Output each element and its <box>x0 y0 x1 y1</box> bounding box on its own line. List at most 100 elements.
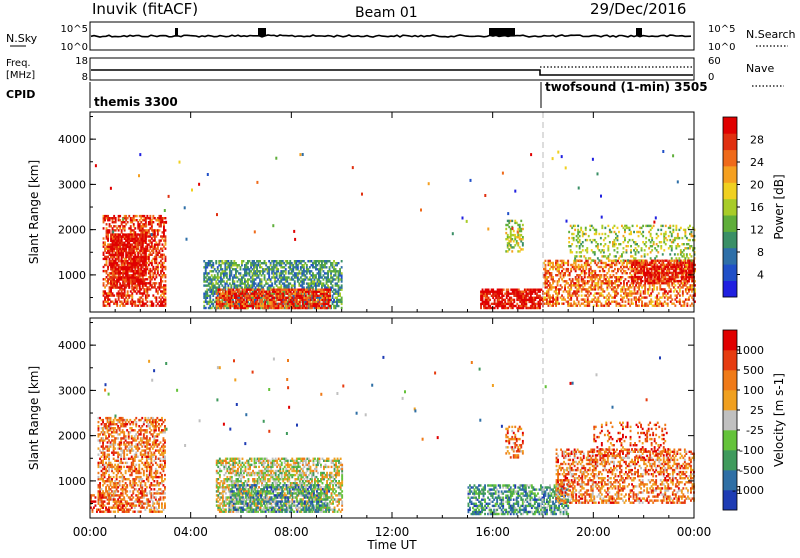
heatmap-cell <box>620 278 622 280</box>
nsky-label: N.Sky <box>6 32 38 45</box>
heatmap-cell <box>327 272 329 274</box>
heatmap-cell <box>545 264 547 266</box>
heatmap-cell <box>142 298 144 300</box>
heatmap-cell <box>109 229 111 231</box>
heatmap-cell <box>165 284 167 286</box>
cpid-segment-2: twofsound (1-min) 3505 <box>545 80 708 94</box>
heatmap-cell <box>215 289 217 291</box>
heatmap-cell <box>240 272 242 274</box>
heatmap-cell <box>165 296 167 298</box>
heatmap-cell <box>608 292 610 294</box>
heatmap-cell <box>146 305 148 307</box>
heatmap-cell <box>640 276 642 278</box>
heatmap-cell <box>616 294 618 296</box>
heatmap-cell <box>636 264 638 266</box>
heatmap-cell <box>563 303 565 305</box>
heatmap-cell <box>686 303 688 305</box>
heatmap-cell <box>233 280 235 282</box>
heatmap-cell <box>594 278 596 280</box>
heatmap-cell <box>616 272 618 274</box>
heatmap-cell <box>146 215 148 217</box>
heatmap-cell <box>115 217 117 219</box>
heatmap-cell <box>622 276 624 278</box>
heatmap-cell <box>241 286 243 288</box>
heatmap-cell <box>323 270 325 272</box>
heatmap-cell <box>567 260 569 262</box>
nave-tick-top: 60 <box>708 56 721 67</box>
heatmap-cell <box>644 290 646 292</box>
heatmap-cell <box>230 272 232 274</box>
heatmap-cell <box>285 272 287 274</box>
heatmap-cell <box>311 270 313 272</box>
heatmap-cell <box>211 274 213 276</box>
heatmap-cell <box>243 260 245 262</box>
heatmap-cell <box>600 266 602 268</box>
nsky-spike <box>489 28 515 36</box>
heatmap-cell <box>606 276 608 278</box>
heatmap-cell <box>239 289 241 291</box>
heatmap-cell <box>165 235 167 237</box>
heatmap-cell <box>584 298 586 300</box>
heatmap-cell <box>581 294 583 296</box>
heatmap-cell <box>656 294 658 296</box>
heatmap-cell <box>252 305 254 307</box>
heatmap-cell <box>329 299 331 301</box>
heatmap-cell <box>159 250 161 252</box>
heatmap-cell <box>563 268 565 270</box>
heatmap-cell <box>131 294 133 296</box>
heatmap-cell <box>638 305 640 307</box>
heatmap-cell <box>238 264 240 266</box>
heatmap-cell <box>320 280 322 282</box>
heatmap-cell <box>551 272 553 274</box>
date-title: 29/Dec/2016 <box>590 0 686 18</box>
heatmap-cell <box>603 270 605 272</box>
heatmap-cell <box>575 268 577 270</box>
heatmap-cell <box>664 288 666 290</box>
heatmap-cell <box>133 223 135 225</box>
heatmap-cell <box>488 297 490 299</box>
heatmap-cell <box>226 272 228 274</box>
heatmap-cell <box>625 270 627 272</box>
heatmap-cell <box>271 282 273 284</box>
heatmap-cell <box>599 270 601 272</box>
heatmap-cell <box>600 274 602 276</box>
heatmap-cell <box>165 248 167 250</box>
heatmap-cell <box>145 260 147 262</box>
heatmap-cell <box>115 225 117 227</box>
heatmap-cell <box>578 301 580 303</box>
heatmap-cell <box>558 290 560 292</box>
heatmap-cell <box>341 272 343 274</box>
heatmap-cell <box>341 307 343 309</box>
heatmap-cell <box>581 276 583 278</box>
heatmap-cell <box>335 272 337 274</box>
heatmap-cell <box>676 294 678 296</box>
heatmap-cell <box>626 272 628 274</box>
heatmap-cell <box>534 299 536 301</box>
heatmap-cell <box>578 294 580 296</box>
heatmap-cell <box>572 278 574 280</box>
heatmap-cell <box>127 221 129 223</box>
heatmap-cell <box>282 293 284 295</box>
heatmap-cell <box>256 266 258 268</box>
heatmap-cell <box>157 246 159 248</box>
heatmap-cell <box>223 307 225 309</box>
heatmap-cell <box>145 250 147 252</box>
heatmap-cell <box>103 237 105 239</box>
heatmap-cell <box>146 301 148 303</box>
heatmap-cell <box>330 272 332 274</box>
heatmap-cell <box>671 298 673 300</box>
heatmap-cell <box>107 215 109 217</box>
heatmap-cell <box>294 280 296 282</box>
heatmap-cell <box>142 294 144 296</box>
heatmap-cell <box>590 262 592 264</box>
heatmap-cell <box>590 266 592 268</box>
heatmap-cell <box>223 276 225 278</box>
heatmap-cell <box>671 260 673 262</box>
heatmap-cell <box>625 305 627 307</box>
heatmap-cell <box>266 299 268 301</box>
heatmap-cell <box>121 238 123 240</box>
heatmap-cell <box>119 215 121 217</box>
heatmap-cell <box>658 292 660 294</box>
heatmap-cell <box>338 262 340 264</box>
heatmap-cell <box>329 295 331 297</box>
